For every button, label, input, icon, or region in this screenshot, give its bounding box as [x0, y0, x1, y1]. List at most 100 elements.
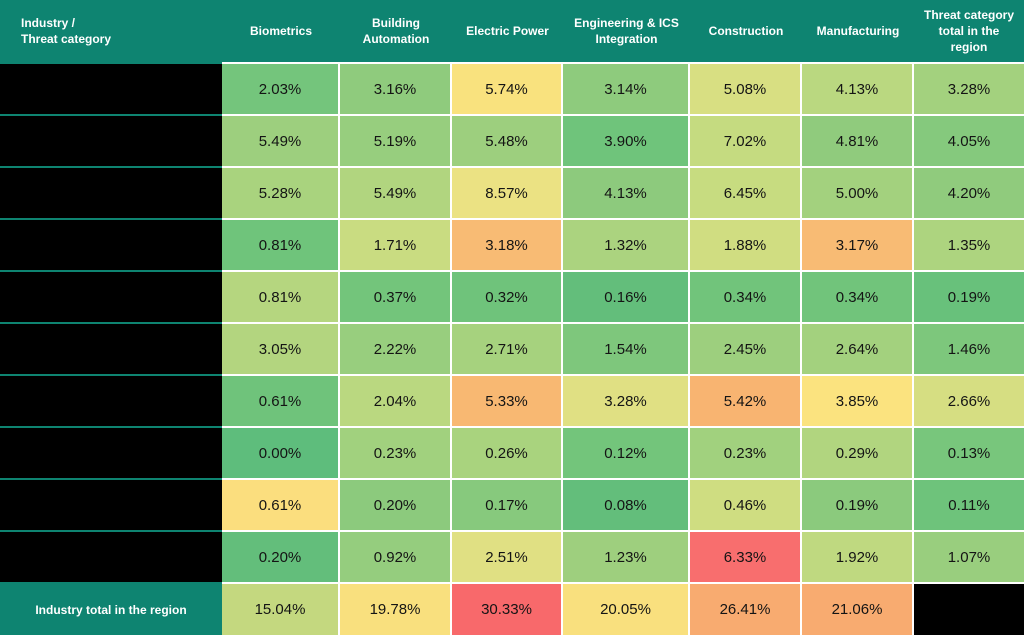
redacted-row-label	[0, 116, 222, 166]
heatmap-cell: 0.17%	[452, 480, 561, 530]
heatmap-cell: 3.90%	[563, 116, 688, 166]
heatmap-cell: 2.51%	[452, 532, 561, 582]
heatmap-cell: 0.23%	[340, 428, 450, 478]
corner-header-line1: Industry /	[21, 15, 76, 30]
column-header-7: Threat category total in the region	[923, 7, 1015, 55]
heatmap-cell: 5.28%	[222, 168, 338, 218]
column-header-3: Electric Power	[466, 23, 549, 38]
heatmap-cell: 2.64%	[802, 324, 912, 374]
heatmap-cell: 1.35%	[914, 220, 1024, 270]
heatmap-cell: 0.34%	[690, 272, 800, 322]
heatmap-cell: 0.19%	[802, 480, 912, 530]
heatmap-cell: 4.13%	[802, 64, 912, 114]
heatmap-cell: 1.88%	[690, 220, 800, 270]
heatmap-cell: 4.05%	[914, 116, 1024, 166]
heatmap-cell: 3.85%	[802, 376, 912, 426]
heatmap-cell: 1.71%	[340, 220, 450, 270]
heatmap-cell: 3.05%	[222, 324, 338, 374]
heatmap-cell: 0.13%	[914, 428, 1024, 478]
heatmap-cell: 2.45%	[690, 324, 800, 374]
redacted-row-label	[0, 168, 222, 218]
redacted-row-label	[0, 376, 222, 426]
heatmap-cell: 4.20%	[914, 168, 1024, 218]
heatmap-cell: 0.12%	[563, 428, 688, 478]
heatmap-cell: 1.23%	[563, 532, 688, 582]
heatmap-cell: 5.48%	[452, 116, 561, 166]
industry-total-cell: 20.05%	[563, 584, 688, 635]
corner-header-line2: Threat category	[21, 32, 112, 46]
heatmap-cell: 5.49%	[222, 116, 338, 166]
heatmap-cell: 6.33%	[690, 532, 800, 582]
heatmap-cell: 0.16%	[563, 272, 688, 322]
heatmap-cell: 2.03%	[222, 64, 338, 114]
heatmap-cell: 1.32%	[563, 220, 688, 270]
heatmap-cell: 0.20%	[340, 480, 450, 530]
heatmap-cell: 5.42%	[690, 376, 800, 426]
industry-total-cell: 30.33%	[452, 584, 561, 635]
heatmap-cell: 4.81%	[802, 116, 912, 166]
heatmap-cell: 3.28%	[914, 64, 1024, 114]
heatmap-cell: 7.02%	[690, 116, 800, 166]
redacted-row-label	[0, 272, 222, 322]
heatmap-cell: 3.28%	[563, 376, 688, 426]
heatmap-cell: 3.14%	[563, 64, 688, 114]
heatmap-cell: 8.57%	[452, 168, 561, 218]
industry-total-row-label: Industry total in the region	[35, 602, 187, 617]
heatmap-cell: 5.19%	[340, 116, 450, 166]
heatmap-cell: 0.61%	[222, 480, 338, 530]
heatmap-cell: 3.16%	[340, 64, 450, 114]
heatmap-cell: 0.37%	[340, 272, 450, 322]
heatmap-cell: 3.18%	[452, 220, 561, 270]
heatmap-cell: 4.13%	[563, 168, 688, 218]
industry-total-cell: 21.06%	[802, 584, 912, 635]
heatmap-cell: 0.23%	[690, 428, 800, 478]
redacted-row-label	[0, 532, 222, 582]
heatmap-cell: 0.81%	[222, 272, 338, 322]
redacted-row-labels	[0, 64, 222, 582]
column-header-5: Construction	[708, 23, 784, 38]
redacted-row-label	[0, 428, 222, 478]
heatmap-cell: 5.49%	[340, 168, 450, 218]
heatmap-cell: 0.00%	[222, 428, 338, 478]
corner-header-industry-threat-category: Industry / Threat category	[0, 0, 222, 62]
heatmap-cell: 0.46%	[690, 480, 800, 530]
heatmap-cell: 0.29%	[802, 428, 912, 478]
heatmap-cell: 5.33%	[452, 376, 561, 426]
redacted-row-label	[0, 64, 222, 114]
heatmap-cell: 5.74%	[452, 64, 561, 114]
industry-total-cell: 19.78%	[340, 584, 450, 635]
redacted-row-label	[0, 324, 222, 374]
heatmap-grid: 2.03% 3.16% 5.74% 3.14% 5.08% 4.13% 3.28% 5.49%…	[222, 62, 1024, 635]
heatmap-cell: 0.19%	[914, 272, 1024, 322]
column-header-1: Biometrics	[249, 23, 313, 38]
redacted-total-cell	[914, 584, 1024, 635]
column-header-4: Engineering & ICS Integration	[574, 15, 679, 46]
heatmap-cell: 0.08%	[563, 480, 688, 530]
column-header-2: Building Automation	[362, 15, 430, 46]
heatmap-cell: 0.26%	[452, 428, 561, 478]
redacted-row-label	[0, 220, 222, 270]
heatmap-cell: 0.81%	[222, 220, 338, 270]
heatmap-cell: 5.08%	[690, 64, 800, 114]
heatmap-cell: 0.32%	[452, 272, 561, 322]
heatmap-cell: 1.54%	[563, 324, 688, 374]
heatmap-cell: 5.00%	[802, 168, 912, 218]
heatmap-cell: 1.92%	[802, 532, 912, 582]
heatmap-cell: 0.61%	[222, 376, 338, 426]
table-header-row: Industry / Threat category Biometrics Bui…	[0, 0, 1024, 62]
industry-total-cell: 26.41%	[690, 584, 800, 635]
heatmap-cell: 2.71%	[452, 324, 561, 374]
heatmap-cell: 0.20%	[222, 532, 338, 582]
heatmap-cell: 2.66%	[914, 376, 1024, 426]
heatmap-cell: 0.34%	[802, 272, 912, 322]
heatmap-cell: 3.17%	[802, 220, 912, 270]
heatmap-cell: 2.04%	[340, 376, 450, 426]
heatmap-cell: 2.22%	[340, 324, 450, 374]
heatmap-cell: 1.07%	[914, 532, 1024, 582]
heatmap-cell: 6.45%	[690, 168, 800, 218]
heatmap-cell: 1.46%	[914, 324, 1024, 374]
heatmap-cell: 0.92%	[340, 532, 450, 582]
column-header-6: Manufacturing	[816, 23, 900, 38]
industry-total-cell: 15.04%	[222, 584, 338, 635]
